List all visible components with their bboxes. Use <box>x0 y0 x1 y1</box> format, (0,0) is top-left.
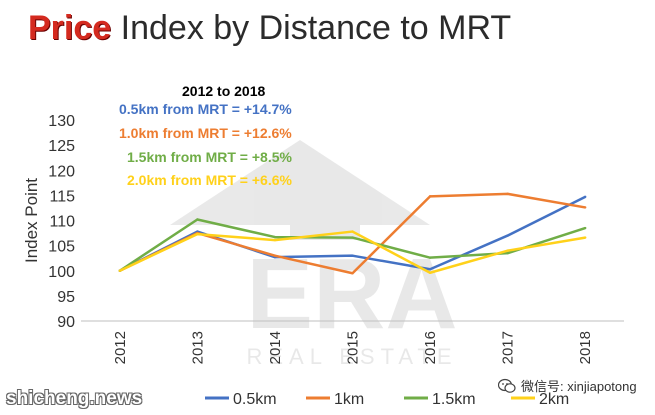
y-tick-label: 110 <box>49 214 75 231</box>
wechat-label: 微信号: xinjiapotong <box>521 379 637 394</box>
wechat-credit: 微信号: xinjiapotong <box>498 376 637 395</box>
data-point-1.5km <box>506 251 509 255</box>
y-tick-label: 125 <box>48 138 75 155</box>
data-point-2km <box>351 230 354 233</box>
x-tick-label: 2016 <box>422 331 439 364</box>
annotation-heading: 2012 to 2018 <box>182 83 266 99</box>
site-watermark: shicheng.news <box>6 388 143 409</box>
annotation-0.5km: 0.5km from MRT = +14.7% <box>119 101 292 117</box>
annotation-1.5km: 1.5km from MRT = +8.5% <box>127 149 292 165</box>
data-point-1km <box>506 192 509 196</box>
data-point-1.5km <box>273 235 277 239</box>
era-logo-subtext: REAL ESTATE <box>246 344 457 369</box>
data-point-1.5km <box>584 226 587 230</box>
x-tick-label: 2014 <box>267 331 284 364</box>
legend-label-1km: 1km <box>334 391 364 408</box>
data-point-1.5km <box>351 236 354 239</box>
y-tick-label: 95 <box>57 289 75 306</box>
data-point-1km <box>351 272 354 275</box>
title-rest: Index by Distance to MRT <box>120 9 512 47</box>
legend-label-0.5km: 0.5km <box>233 391 277 408</box>
x-tick-label: 2018 <box>577 331 594 364</box>
data-point-0.5km <box>351 254 354 257</box>
data-point-0.5km <box>506 234 509 237</box>
x-tick-label: 2012 <box>112 331 129 364</box>
legend-label-2km: 2km <box>539 391 569 408</box>
legend-label-1.5km: 1.5km <box>432 391 476 408</box>
y-tick-label: 130 <box>48 113 75 130</box>
data-point-0.5km <box>584 195 587 199</box>
annotation-1.0km: 1.0km from MRT = +12.6% <box>119 125 292 141</box>
y-tick-label: 120 <box>48 163 75 180</box>
y-tick-label: 105 <box>48 239 75 256</box>
data-point-2km <box>196 232 199 236</box>
x-tick-label: 2013 <box>189 331 206 364</box>
y-tick-label: 100 <box>48 264 75 281</box>
data-point-1km <box>273 254 277 257</box>
data-point-1.5km <box>428 256 432 259</box>
data-point-2km <box>273 238 277 242</box>
data-point-1km <box>428 195 432 198</box>
wechat-icon <box>498 378 516 393</box>
data-point-1.5km <box>196 218 199 221</box>
y-tick-label: 115 <box>49 188 75 205</box>
y-axis-label: Index Point <box>22 178 41 263</box>
data-point-2km <box>506 249 509 252</box>
y-tick-label: 90 <box>57 314 75 331</box>
page-title: Price Index by Distance to MRT <box>28 6 511 50</box>
data-point-1km <box>584 206 587 209</box>
x-tick-label: 2017 <box>500 331 517 364</box>
title-highlight: Price <box>28 9 112 47</box>
data-point-2km <box>584 236 587 239</box>
data-point-2km <box>428 271 432 274</box>
x-tick-label: 2015 <box>345 331 362 364</box>
data-point-2km <box>118 269 121 272</box>
data-point-0.5km <box>428 268 432 271</box>
annotation-2.0km: 2.0km from MRT = +6.6% <box>127 172 292 188</box>
